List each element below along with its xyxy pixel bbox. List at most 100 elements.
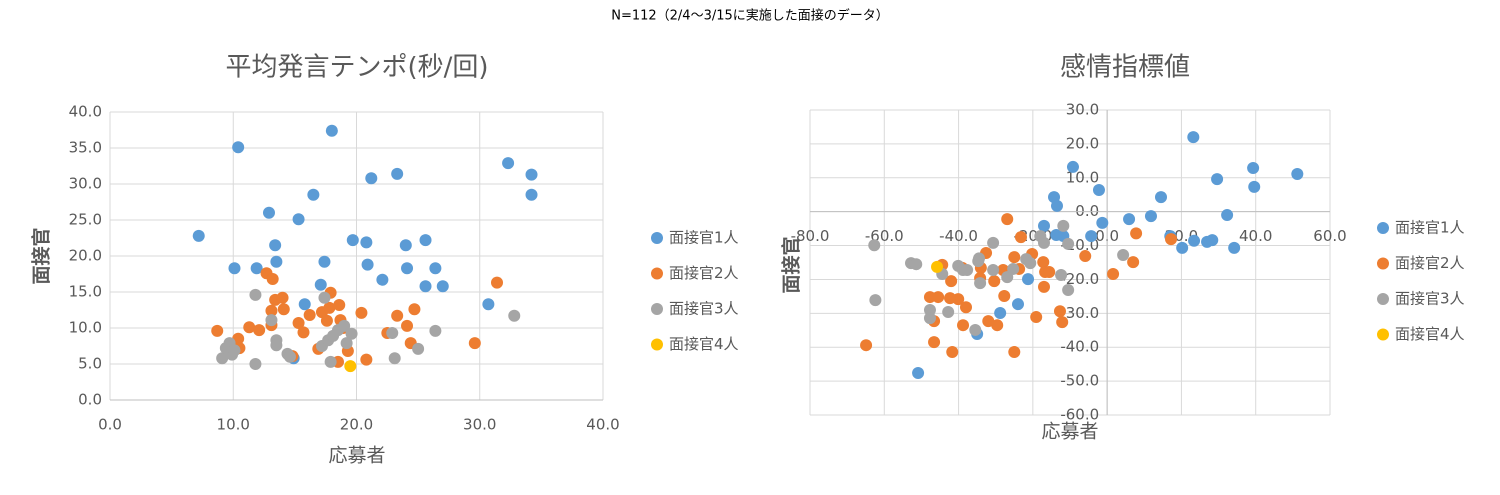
point — [265, 314, 278, 327]
point — [1012, 298, 1024, 311]
point — [270, 339, 283, 352]
point — [987, 263, 1000, 276]
point — [928, 336, 941, 349]
point — [1038, 280, 1050, 293]
point — [931, 260, 944, 273]
y-tick-label: -30.0 — [1060, 304, 1099, 322]
point — [960, 301, 972, 314]
point — [1038, 219, 1050, 232]
point — [192, 229, 205, 242]
point — [987, 236, 1000, 249]
point — [318, 291, 331, 304]
x-tick-label: -80.0 — [791, 227, 830, 245]
point — [1038, 236, 1050, 249]
point — [253, 324, 266, 337]
y-tick-label: 10.0 — [69, 319, 102, 337]
point — [1066, 160, 1079, 173]
point — [297, 326, 310, 339]
y-tick-label: 0.0 — [78, 391, 102, 409]
point — [323, 301, 336, 314]
legend-label: 面接官4人 — [669, 335, 739, 353]
point — [346, 234, 359, 247]
point — [355, 306, 368, 319]
point — [491, 276, 504, 289]
point — [228, 344, 241, 357]
point — [408, 303, 421, 316]
legend-label: 面接官2人 — [669, 264, 739, 282]
point — [991, 319, 1004, 332]
point — [1051, 199, 1063, 212]
point — [1062, 237, 1075, 250]
point — [216, 352, 229, 365]
legend-label: 面接官3人 — [669, 300, 739, 318]
point — [429, 324, 442, 337]
point — [360, 353, 373, 366]
point — [969, 323, 982, 336]
point — [1130, 227, 1143, 240]
point — [325, 124, 338, 137]
point — [1187, 131, 1200, 144]
x-tick-label: 0.0 — [98, 416, 122, 434]
point — [1022, 273, 1035, 286]
point — [868, 239, 881, 252]
point — [923, 291, 936, 304]
point — [283, 350, 296, 363]
point — [1056, 316, 1069, 329]
point — [412, 342, 425, 355]
point — [292, 316, 305, 329]
point — [249, 288, 262, 301]
legend-marker — [651, 267, 663, 280]
x-axis-title: 応募者 — [328, 445, 385, 467]
point — [944, 292, 957, 305]
y-tick-label: 20.0 — [69, 247, 102, 265]
point — [1037, 256, 1050, 269]
point — [1007, 262, 1020, 275]
legend-marker — [1377, 328, 1389, 341]
point — [1291, 168, 1304, 181]
point — [468, 337, 481, 350]
point — [1107, 268, 1120, 281]
point — [399, 239, 412, 252]
point — [292, 213, 305, 226]
point — [265, 304, 278, 317]
point — [338, 319, 351, 332]
point — [276, 291, 289, 304]
point — [345, 327, 358, 340]
legend-marker — [1377, 222, 1389, 234]
point — [998, 290, 1011, 303]
point — [1085, 230, 1098, 243]
point — [1079, 250, 1092, 263]
point — [401, 319, 414, 332]
point — [860, 339, 873, 352]
y-tick-label: -20.0 — [1060, 270, 1099, 288]
point — [982, 315, 995, 328]
point — [1096, 216, 1109, 229]
point — [360, 236, 373, 249]
point — [945, 275, 958, 288]
point — [1211, 173, 1224, 186]
point — [1248, 180, 1261, 193]
y-axis-title: 面接官 — [30, 227, 53, 284]
y-tick-label: 20.0 — [1066, 134, 1099, 152]
point — [1014, 231, 1027, 244]
y-tick-label: 30.0 — [69, 175, 102, 193]
x-tick-label: 60.0 — [1313, 227, 1346, 245]
point — [957, 319, 970, 332]
point — [303, 309, 316, 322]
point — [324, 355, 337, 368]
point — [994, 306, 1007, 319]
point — [961, 263, 974, 276]
point — [1247, 161, 1260, 174]
point — [436, 280, 449, 293]
y-tick-label: 25.0 — [69, 211, 102, 229]
point — [232, 141, 245, 154]
point — [429, 262, 442, 275]
point — [910, 258, 923, 271]
point — [318, 255, 331, 268]
point — [401, 262, 414, 275]
point — [228, 262, 241, 275]
point — [1117, 249, 1130, 262]
point — [243, 321, 256, 334]
x-tick-label: 40.0 — [586, 416, 619, 434]
